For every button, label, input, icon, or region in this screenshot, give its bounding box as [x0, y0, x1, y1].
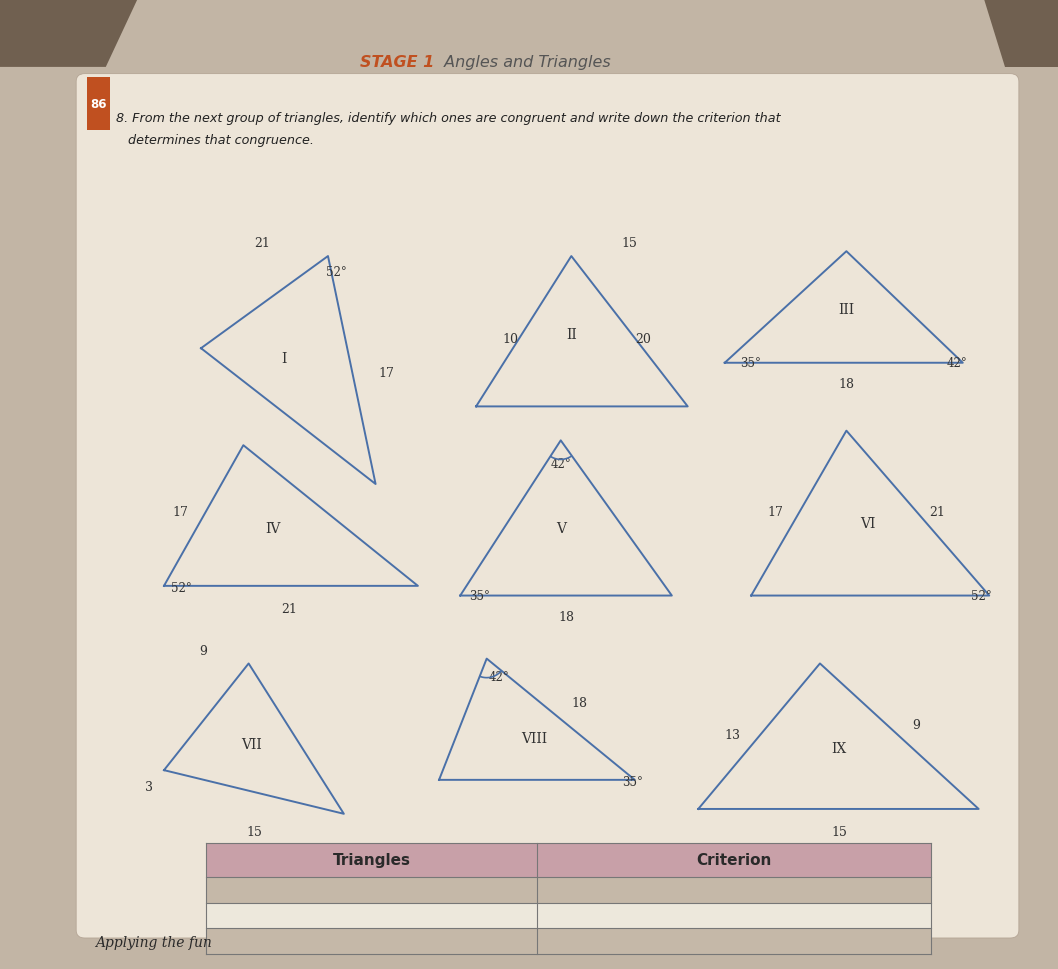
Text: 9: 9 [912, 718, 919, 732]
Text: VI: VI [860, 516, 875, 530]
Polygon shape [0, 0, 138, 68]
Text: 10: 10 [503, 332, 518, 346]
Text: 13: 13 [725, 728, 741, 741]
Text: 21: 21 [929, 505, 945, 518]
Text: Angles and Triangles: Angles and Triangles [439, 54, 610, 70]
FancyBboxPatch shape [76, 75, 1019, 938]
Text: VIII: VIII [522, 732, 547, 745]
Bar [206, 877, 931, 903]
Text: 9: 9 [199, 644, 207, 657]
Text: STAGE 1: STAGE 1 [360, 54, 434, 70]
Text: 21: 21 [254, 237, 271, 250]
Text: 52°: 52° [971, 589, 992, 602]
Text: 35°: 35° [622, 775, 643, 788]
Text: 20: 20 [635, 332, 651, 346]
Text: 15: 15 [245, 826, 262, 838]
Text: 18: 18 [571, 696, 587, 709]
Text: 86: 86 [90, 98, 107, 111]
Text: 21: 21 [280, 603, 297, 615]
Text: 18: 18 [558, 610, 574, 623]
Text: 35°: 35° [741, 357, 762, 369]
Text: 17: 17 [767, 505, 783, 518]
Text: 17: 17 [172, 505, 188, 518]
Text: 52°: 52° [326, 266, 347, 278]
Text: 42°: 42° [489, 671, 510, 683]
Text: 8. From the next group of triangles, identify which ones are congruent and write: 8. From the next group of triangles, ide… [116, 111, 781, 124]
Text: 35°: 35° [469, 589, 490, 602]
Text: 42°: 42° [550, 457, 571, 470]
Text: Applying the fun: Applying the fun [95, 935, 212, 949]
Bar [206, 928, 931, 954]
Text: 42°: 42° [947, 357, 968, 369]
Text: 18: 18 [838, 378, 855, 391]
Text: V: V [555, 521, 566, 535]
Bar [206, 843, 931, 877]
Text: IX: IX [832, 741, 846, 755]
Bar [206, 903, 931, 928]
Text: III: III [838, 303, 855, 317]
Text: 52°: 52° [171, 581, 193, 594]
Text: Criterion: Criterion [696, 853, 772, 867]
Text: IV: IV [266, 521, 280, 535]
Bar [87, 78, 110, 131]
Text: II: II [566, 328, 577, 341]
Text: determines that congruence.: determines that congruence. [116, 134, 314, 146]
Text: I: I [280, 352, 287, 365]
Polygon shape [984, 0, 1058, 68]
Text: 3: 3 [145, 780, 153, 794]
Text: 15: 15 [831, 826, 847, 838]
Text: 17: 17 [379, 366, 395, 380]
Text: VII: VII [241, 737, 262, 751]
Text: 15: 15 [621, 237, 638, 250]
Text: Triangles: Triangles [333, 853, 411, 867]
